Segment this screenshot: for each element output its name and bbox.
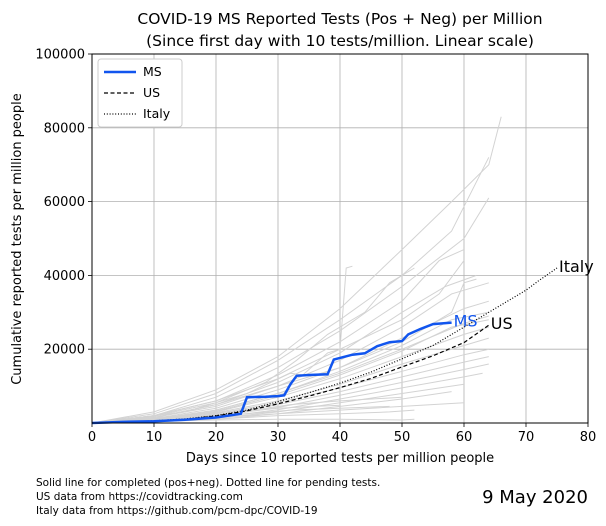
x-tick-label: 20: [208, 430, 225, 445]
footnote-line-1: Solid line for completed (pos+neg). Dott…: [36, 477, 381, 489]
x-tick-label: 50: [394, 430, 411, 445]
legend: MS US Italy: [97, 58, 183, 128]
y-axis-label: Cumulative reported tests per million pe…: [10, 93, 25, 385]
background-series-line: [91, 197, 490, 424]
background-series-line: [91, 311, 489, 424]
x-tick-label: 0: [88, 430, 96, 445]
background-series-line: [91, 315, 489, 424]
background-series-line: [91, 157, 490, 424]
series-line-us: [91, 324, 490, 424]
legend-box: [97, 58, 183, 128]
y-tick-label: 60000: [44, 195, 85, 210]
background-series-line: [91, 116, 502, 424]
series-line-ms: [91, 321, 452, 425]
legend-italy-label: Italy: [143, 106, 171, 121]
main-series: Italy US MS: [91, 257, 594, 425]
series-line-italy: [91, 267, 558, 424]
axis-ticks: 0 10 20 30 40 50 60 70 80 20000 40000 60000 80000 100…: [35, 48, 596, 446]
x-tick-label: 10: [146, 430, 163, 445]
x-tick-label: 80: [580, 430, 597, 445]
x-tick-label: 40: [332, 430, 349, 445]
y-tick-label: 80000: [44, 121, 85, 136]
x-tick-label: 60: [456, 430, 473, 445]
x-tick-label: 70: [518, 430, 535, 445]
date-label: 9 May 2020: [482, 487, 588, 508]
chart-subtitle: (Since first day with 10 tests/million. …: [146, 32, 534, 50]
series-end-label-italy: Italy: [559, 257, 594, 276]
background-series-line: [91, 260, 465, 424]
series-end-label-us: US: [491, 314, 513, 333]
x-tick-label: 30: [270, 430, 287, 445]
background-series-line: [91, 326, 489, 424]
y-tick-label: 40000: [44, 269, 85, 284]
legend-us-label: US: [143, 85, 160, 100]
footnote-line-3: Italy data from https://github.com/pcm-d…: [36, 505, 318, 517]
background-series-line: [91, 405, 390, 424]
x-axis-label: Days since 10 reported tests per million…: [186, 451, 494, 466]
background-series-line: [91, 319, 489, 424]
chart-title: COVID-19 MS Reported Tests (Pos + Neg) p…: [137, 10, 542, 28]
background-series-line: [91, 265, 353, 424]
footnote-line-2: US data from https://covidtracking.com: [36, 491, 243, 503]
series-end-label-ms: MS: [454, 312, 478, 331]
y-tick-label: 100000: [35, 48, 85, 63]
background-series-line: [91, 267, 415, 424]
legend-ms-label: MS: [143, 64, 162, 79]
y-tick-label: 20000: [44, 343, 85, 358]
